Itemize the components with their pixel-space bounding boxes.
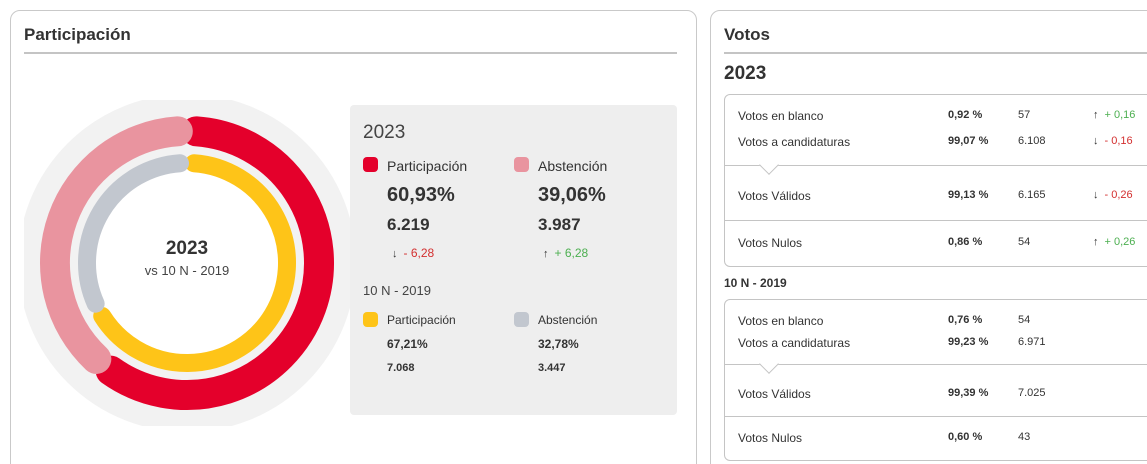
participacion-current-pct: 60,93% [387,184,455,206]
abstencion-prev-label: Abstención [538,313,598,327]
row-pct: 99,39 % [948,387,989,399]
row-count: 6.108 [1018,135,1046,147]
participacion-current-label: Participación [387,158,468,174]
row-delta-value: + 0,26 [1104,236,1136,248]
row-label: Votos Nulos [738,236,803,250]
participacion-delta-value: - 6,28 [403,246,435,260]
row-count: 43 [1018,431,1031,443]
abstencion-current-pct: 39,06% [538,184,606,206]
row-pct: 0,86 % [948,236,983,248]
participacion-current-delta: ↓ - 6,28 [392,246,434,260]
panel-prev-label: 10 N - 2019 [363,283,431,298]
outer-abstencion-arc [40,116,193,374]
row-label: Votos a candidaturas [738,135,851,149]
donut-outer-track [24,100,350,426]
panel-current-year: 2023 [363,122,406,143]
row-delta: ↑ + 0,16 [1093,109,1135,121]
row-delta: ↓ - 0,26 [1093,189,1133,201]
row-pct: 0,92 % [948,109,983,121]
row-delta-value: - 0,16 [1104,135,1133,147]
row-count: 6.971 [1018,336,1046,348]
abstencion-prev-swatch [514,312,529,327]
row-label: Votos en blanco [738,109,824,123]
arrow-up-icon: ↑ [543,248,549,260]
participacion-prev-pct: 67,21% [387,337,428,351]
abstencion-prev-pct: 32,78% [538,337,579,351]
row-pct: 99,07 % [948,135,989,147]
participacion-prev-count: 7.068 [387,362,415,374]
row-label: Votos Nulos [738,431,803,445]
row-pct: 0,60 % [948,431,983,443]
outer-participacion-arc [95,116,334,410]
arrow-down-icon: ↓ [1093,135,1099,147]
participacion-current-swatch [363,157,378,172]
row-pct: 0,76 % [948,314,983,326]
row-divider [725,220,1147,221]
row-label: Votos a candidaturas [738,336,851,350]
abstencion-current-count: 3.987 [538,215,581,234]
row-count: 57 [1018,109,1031,121]
sum-notch [759,155,779,175]
participacion-current-count: 6.219 [387,215,430,234]
participacion-divider [24,52,677,54]
row-divider [725,416,1147,417]
abstencion-current-delta: ↑ + 6,28 [543,246,588,260]
row-delta-value: - 0,26 [1104,189,1133,201]
abstencion-current-swatch [514,157,529,172]
row-count: 6.165 [1018,189,1046,201]
inner-participacion-arc [93,154,296,372]
row-delta: ↑ + 0,26 [1093,236,1135,248]
participation-summary-panel [350,105,677,415]
abstencion-current-label: Abstención [538,158,608,174]
arrow-down-icon: ↓ [1093,189,1099,201]
donut-center: 2023 vs 10 N - 2019 [24,238,350,278]
row-delta-value: + 0,16 [1104,109,1136,121]
votos-prev-title: 10 N - 2019 [724,276,787,290]
arrow-up-icon: ↑ [1093,109,1099,121]
participacion-title: Participación [24,25,131,44]
row-pct: 99,23 % [948,336,989,348]
votos-divider [724,52,1147,54]
votos-current-box: Votos en blanco 0,92 % 57 ↑ + 0,16 Votos … [724,94,1147,267]
row-divider [725,165,1147,166]
votos-current-year: 2023 [724,63,767,84]
row-label: Votos en blanco [738,314,824,328]
row-count: 7.025 [1018,387,1046,399]
participacion-prev-swatch [363,312,378,327]
row-count: 54 [1018,236,1031,248]
donut-center-year: 2023 [165,238,209,259]
votos-prev-box: Votos en blanco 0,76 % 54 Votos a candid… [724,299,1147,461]
row-pct: 99,13 % [948,189,989,201]
sum-notch [759,354,779,374]
participation-donut-chart [24,100,350,426]
votos-title: Votos [724,25,770,44]
inner-abstencion-arc [78,154,190,313]
participacion-prev-label: Participación [387,313,456,327]
row-count: 54 [1018,314,1031,326]
abstencion-prev-count: 3.447 [538,362,566,374]
abstencion-delta-value: + 6,28 [554,246,589,260]
arrow-down-icon: ↓ [392,248,398,260]
row-label: Votos Válidos [738,387,811,401]
row-delta: ↓ - 0,16 [1093,135,1133,147]
arrow-up-icon: ↑ [1093,236,1099,248]
donut-inner-track [53,129,321,397]
donut-center-subtitle: vs 10 N - 2019 [144,263,230,278]
row-divider [725,364,1147,365]
row-label: Votos Válidos [738,189,811,203]
